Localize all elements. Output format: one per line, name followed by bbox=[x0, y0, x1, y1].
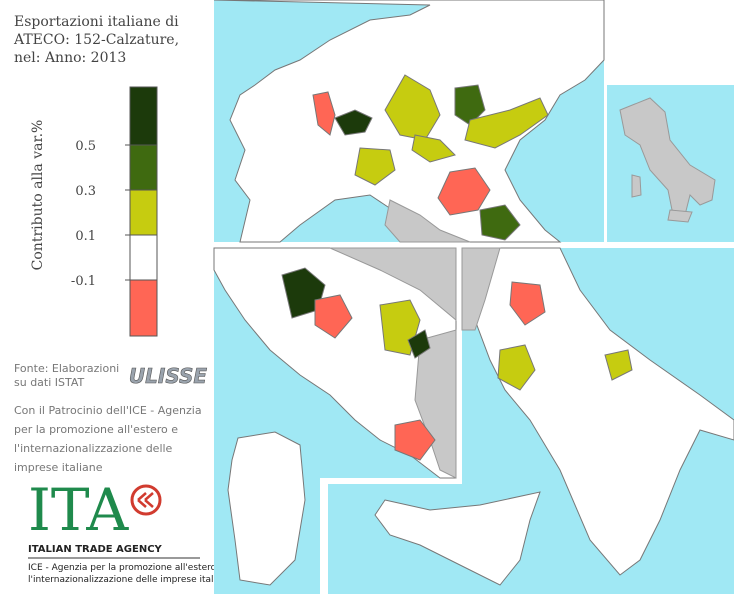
ulisse-logo: ULISSE bbox=[129, 364, 208, 388]
legend-swatch bbox=[129, 279, 158, 337]
legend-swatch bbox=[129, 234, 158, 281]
ice-line: ICE - Agenzia per la promozione all'este… bbox=[28, 563, 225, 573]
ita-mark: ITA bbox=[28, 476, 129, 544]
legend: 0.5 0.3 0.1 -0.1 bbox=[71, 86, 158, 337]
title: Esportazioni italiane di ATECO: 152-Calza… bbox=[13, 14, 179, 66]
legend-swatch bbox=[129, 86, 158, 146]
ita-agency: ITALIAN TRADE AGENCY bbox=[28, 544, 163, 555]
patronage-line: per la promozione all'estero e bbox=[14, 423, 178, 436]
patronage: Con il Patrocinio dell'ICE - Agenzia per … bbox=[14, 404, 202, 474]
map-south bbox=[461, 247, 734, 594]
source-line: Fonte: Elaborazioni bbox=[14, 362, 119, 375]
map-north bbox=[213, 0, 605, 243]
map-sardinia bbox=[214, 424, 320, 594]
patronage-line: Con il Patrocinio dell'ICE - Agenzia bbox=[14, 404, 202, 417]
patronage-line: imprese italiane bbox=[14, 461, 103, 474]
title-line: Esportazioni italiane di bbox=[14, 14, 179, 30]
map-sicily bbox=[328, 484, 560, 594]
source-line: su dati ISTAT bbox=[14, 376, 85, 389]
title-line: nel: Anno: 2013 bbox=[14, 50, 126, 66]
ice-text: ICE - Agenzia per la promozione all'este… bbox=[28, 563, 233, 585]
legend-swatch bbox=[129, 189, 158, 236]
map-italy-inset bbox=[607, 85, 734, 242]
title-line: ATECO: 152-Calzature, bbox=[13, 32, 179, 48]
legend-tick-label: -0.1 bbox=[71, 274, 96, 289]
legend-tick-label: 0.5 bbox=[75, 139, 96, 154]
legend-tick-label: 0.1 bbox=[75, 229, 96, 244]
legend-tick-label: 0.3 bbox=[75, 184, 96, 199]
legend-label: Contributo alla var.% bbox=[30, 120, 46, 271]
legend-swatch bbox=[129, 144, 158, 191]
ita-icon-arrows bbox=[137, 492, 154, 508]
patronage-line: l'internazionalizzazione delle bbox=[14, 442, 173, 455]
ice-line: l'internazionalizzazione delle imprese i… bbox=[28, 575, 233, 585]
ita-icon bbox=[130, 484, 162, 516]
